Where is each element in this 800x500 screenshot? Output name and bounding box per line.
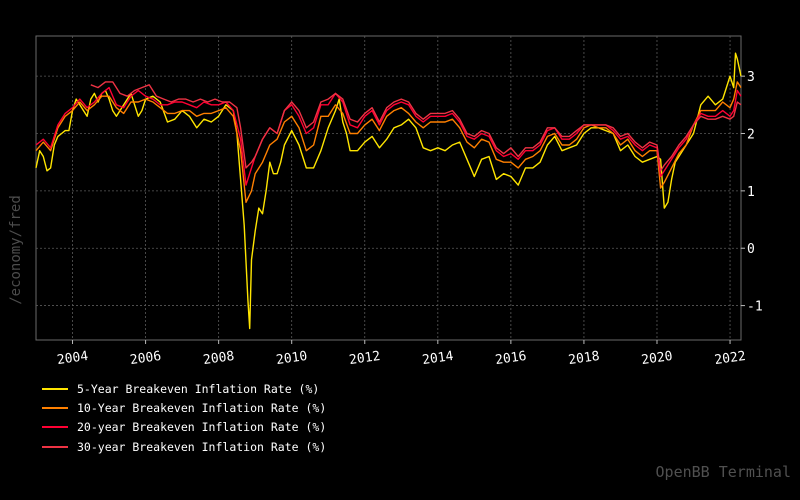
series-line-1 (35, 52, 742, 330)
y-tick-label: 3 (747, 70, 755, 85)
legend-label: 10-Year Breakeven Inflation Rate (%) (77, 401, 327, 416)
legend-item: 5-Year Breakeven Inflation Rate (%) (42, 379, 326, 398)
y-tick-label: -1 (747, 300, 763, 315)
series-line-2 (35, 81, 742, 203)
y-tick-label: 1 (747, 185, 755, 200)
watermark: OpenBB Terminal (655, 463, 791, 481)
x-tick-label: 2016 (494, 349, 527, 368)
legend-label: 5-Year Breakeven Inflation Rate (%) (77, 381, 320, 396)
legend-swatch (42, 426, 68, 429)
x-tick-label: 2004 (56, 349, 89, 368)
x-tick-label: 2020 (641, 349, 674, 368)
x-tick-label: 2010 (275, 349, 308, 368)
x-tick-label: 2006 (129, 349, 162, 368)
y-tick-label: 2 (747, 128, 755, 143)
x-tick-label: 2014 (421, 349, 454, 368)
x-tick-label: 2008 (202, 349, 235, 368)
legend: 5-Year Breakeven Inflation Rate (%) 10-Ye… (42, 379, 326, 457)
legend-item: 30-year Breakeven Inflation Rate (%) (42, 437, 326, 456)
legend-swatch (42, 387, 68, 390)
x-tick-label: 2022 (714, 349, 747, 368)
legend-item: 10-Year Breakeven Inflation Rate (%) (42, 398, 326, 417)
x-tick-label: 2018 (567, 349, 600, 368)
series-line-3 (35, 86, 742, 186)
series-group (35, 52, 742, 330)
grid (36, 36, 741, 340)
x-tick-label: 2012 (348, 349, 381, 368)
series-line-4 (90, 81, 742, 172)
legend-swatch (42, 407, 68, 410)
legend-label: 20-year Breakeven Inflation Rate (%) (77, 420, 327, 435)
legend-label: 30-year Breakeven Inflation Rate (%) (77, 439, 327, 454)
plot-area (35, 35, 742, 341)
side-label: /economy/fred (8, 195, 24, 305)
y-axis: -1 0 1 2 3 (741, 70, 763, 315)
x-axis: 2004 2006 2008 2010 2012 2014 2016 2018 2020 2022 (56, 340, 747, 368)
y-tick-label: 0 (747, 242, 755, 257)
legend-swatch (42, 445, 68, 448)
legend-item: 20-year Breakeven Inflation Rate (%) (42, 418, 326, 437)
